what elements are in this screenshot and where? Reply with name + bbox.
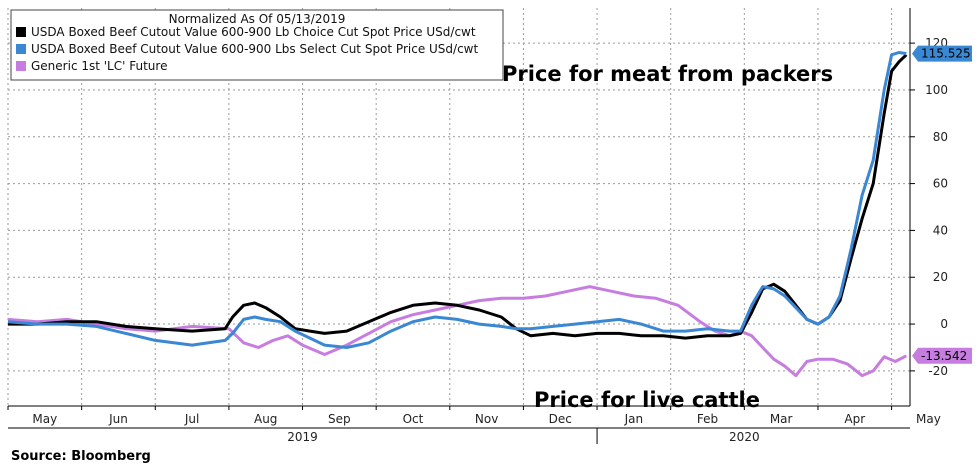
series-layer bbox=[7, 51, 908, 378]
value-tag-label: 115.525 bbox=[921, 47, 971, 61]
legend-label: USDA Boxed Beef Cutout Value 600-900 Lbs… bbox=[31, 42, 478, 56]
y-tick-label: 60 bbox=[933, 177, 948, 191]
x-tick-label: Feb bbox=[697, 412, 718, 426]
value-tag-label: -13.542 bbox=[921, 349, 967, 363]
legend-swatch bbox=[16, 44, 26, 54]
y-tick-label: 40 bbox=[933, 223, 948, 237]
x-axis: May Jun Jul Aug Sep Oct Nov Dec Jan Feb Mar Apr May 2… bbox=[7, 406, 941, 444]
y-tick-label: 20 bbox=[933, 270, 948, 284]
x-tick-label: Jul bbox=[184, 412, 199, 426]
x-tick-label: Oct bbox=[403, 412, 424, 426]
legend-entries: USDA Boxed Beef Cutout Value 600-900 Lb … bbox=[16, 25, 478, 73]
x-tick-label: Mar bbox=[770, 412, 793, 426]
x-tick-label: Apr bbox=[844, 412, 865, 426]
x-tick-label: Jan bbox=[624, 412, 644, 426]
x-tick-label: Nov bbox=[475, 412, 498, 426]
x-year-label: 2019 bbox=[287, 430, 318, 444]
legend-swatch bbox=[16, 61, 26, 71]
last-value-tags: 115.525 -13.542 bbox=[912, 45, 972, 364]
legend-label: USDA Boxed Beef Cutout Value 600-900 Lb … bbox=[31, 25, 476, 39]
x-tick-label: Jun bbox=[108, 412, 128, 426]
value-tag-box bbox=[912, 347, 972, 364]
y-tick-label: 100 bbox=[925, 83, 948, 97]
legend-box bbox=[10, 9, 504, 81]
x-tick-label: Aug bbox=[254, 412, 277, 426]
annotation-packers: Price for meat from packers bbox=[502, 62, 833, 86]
x-tick-label: May bbox=[916, 412, 941, 426]
y-tick-label: 80 bbox=[933, 130, 948, 144]
legend-title: Normalized As Of 05/13/2019 bbox=[169, 12, 346, 26]
legend-label: Generic 1st 'LC' Future bbox=[31, 59, 167, 73]
value-tag-box bbox=[912, 45, 972, 62]
y-tick-label: 0 bbox=[940, 317, 948, 331]
y-tick-label: -20 bbox=[928, 364, 948, 378]
legend: Normalized As Of 05/13/2019 USDA Boxed B… bbox=[10, 9, 504, 81]
series-line-2 bbox=[7, 285, 907, 378]
x-year-label: 2020 bbox=[729, 430, 760, 444]
x-tick-label: Sep bbox=[328, 412, 351, 426]
series-line-1 bbox=[7, 51, 907, 349]
legend-swatch bbox=[16, 27, 26, 37]
annotation-live-cattle: Price for live cattle bbox=[534, 388, 760, 412]
x-tick-label: Dec bbox=[549, 412, 572, 426]
source-label: Source: Bloomberg bbox=[11, 449, 151, 464]
x-tick-label: May bbox=[32, 412, 57, 426]
